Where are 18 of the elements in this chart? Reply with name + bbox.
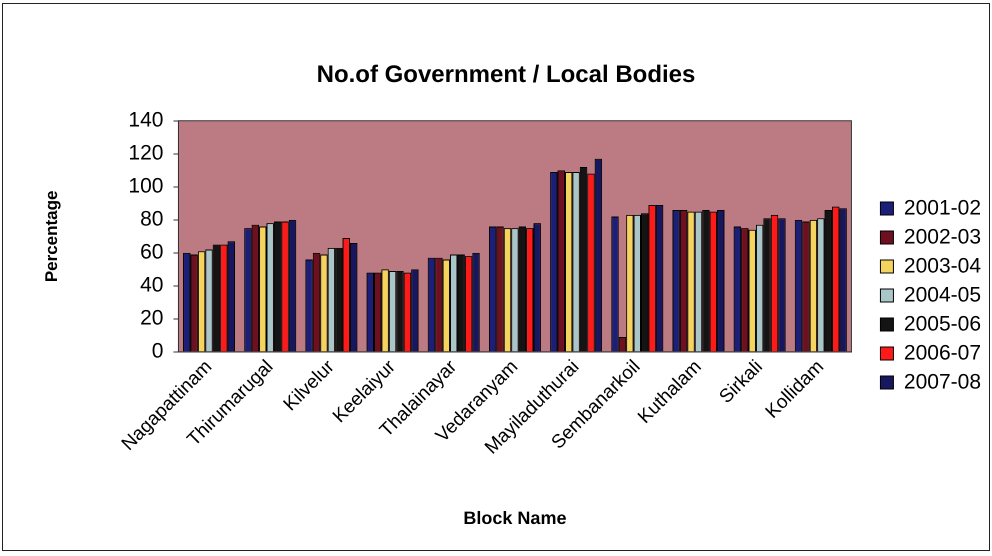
x-axis-title: Block Name (463, 508, 566, 528)
y-tick-label: 100 (128, 174, 164, 198)
legend-label: 2006-07 (904, 341, 982, 364)
y-tick-label: 80 (140, 208, 164, 231)
y-tick-label: 120 (128, 142, 164, 165)
y-tick-label: 60 (140, 240, 164, 264)
legend-label: 2007-08 (904, 370, 982, 394)
legend-label: 2001-02 (904, 196, 982, 220)
legend-label: 2005-06 (904, 312, 982, 336)
chart-title: No.of Government / Local Bodies (316, 61, 696, 88)
y-tick-label: 140 (128, 108, 164, 132)
y-tick-label: 40 (140, 274, 164, 297)
legend-label: 2003-04 (904, 254, 982, 278)
legend-label: 2002-03 (904, 225, 982, 248)
y-axis-title: Percentage (42, 190, 61, 282)
y-tick-label: 0 (152, 340, 164, 363)
legend-label: 2004-05 (904, 283, 982, 306)
y-tick-label: 20 (140, 306, 164, 330)
